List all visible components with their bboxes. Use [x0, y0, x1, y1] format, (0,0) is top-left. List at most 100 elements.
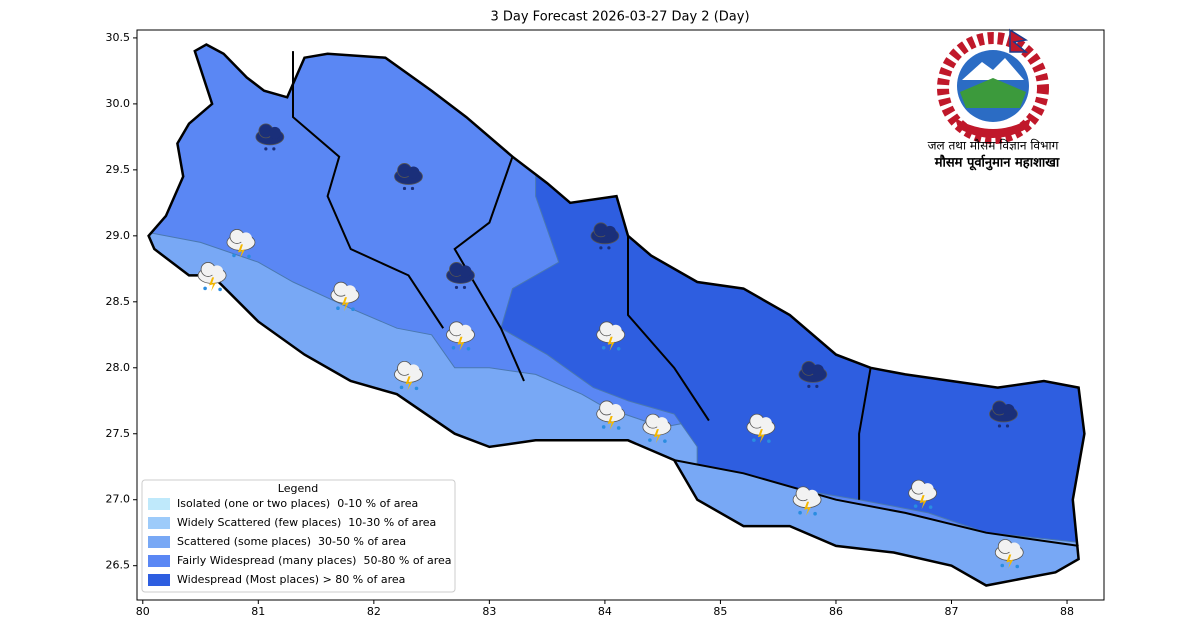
y-tick-label: 29.0 — [106, 229, 131, 242]
snow — [264, 147, 268, 151]
snow-icon — [394, 163, 423, 191]
thunder-rain-icon — [596, 400, 626, 430]
snow — [997, 424, 1002, 428]
snow-icon — [989, 400, 1018, 428]
snow-icon — [798, 360, 828, 388]
cloud — [806, 489, 819, 502]
drop — [414, 386, 419, 391]
cloud — [268, 126, 281, 139]
x-tick-label: 84 — [598, 605, 612, 618]
drop — [232, 253, 236, 258]
emblem: जल तथा मौसम विज्ञान विभाग मौसम पूर्वानुम… — [928, 28, 1060, 171]
snow-icon — [255, 123, 285, 151]
bolt — [919, 495, 927, 510]
province-border — [627, 235, 710, 422]
bolt — [757, 429, 765, 444]
cloud — [759, 417, 772, 430]
legend-label: Widespread (Most places) > 80 % of area — [177, 573, 405, 586]
y-tick-label: 30.5 — [106, 31, 131, 44]
drop — [928, 505, 933, 509]
y-tick-label: 26.5 — [106, 559, 131, 572]
y-tick-label: 30.0 — [106, 97, 131, 110]
bolt — [209, 277, 217, 292]
bolt — [607, 336, 615, 351]
emblem-flag — [1009, 28, 1029, 53]
emblem-mountain — [962, 58, 1024, 80]
drop — [218, 287, 222, 292]
emblem-flowers — [937, 32, 1049, 144]
cloud — [459, 324, 472, 337]
drop — [203, 286, 207, 291]
thunder-rain-icon — [792, 486, 822, 516]
x-tick-label: 81 — [251, 605, 265, 618]
bolt — [457, 336, 465, 351]
snow — [815, 384, 819, 388]
drop — [913, 504, 918, 508]
snow — [807, 384, 811, 388]
drop — [798, 510, 802, 515]
thunder-rain-icon — [596, 321, 626, 351]
snow — [272, 147, 276, 151]
y-tick-label: 28.5 — [106, 295, 131, 308]
cloud — [609, 403, 622, 416]
drop — [351, 307, 355, 312]
legend-swatch — [148, 555, 170, 567]
drop — [601, 345, 606, 350]
cloud — [1002, 403, 1015, 416]
emblem-line1: जल तथा मौसम विज्ञान विभाग — [928, 139, 1059, 153]
legend-box — [141, 479, 456, 593]
thunder-rain-icon — [994, 539, 1024, 569]
y-tick-label: 28.0 — [106, 361, 131, 374]
drop — [663, 439, 667, 443]
thunder-rain-icon — [330, 281, 360, 312]
snow — [402, 186, 407, 191]
drop — [1015, 564, 1020, 569]
drop — [616, 426, 621, 430]
x-tick-label: 85 — [713, 605, 727, 618]
legend: Legend Isolated (one or two places) 0-10… — [141, 479, 456, 593]
legend-swatch — [148, 517, 170, 529]
legend-swatch — [148, 536, 170, 548]
cloud — [1008, 542, 1021, 555]
thunder-rain-icon — [226, 229, 256, 259]
cloud — [211, 265, 224, 278]
bolt — [405, 376, 413, 391]
cloud — [343, 285, 356, 298]
thunder-rain-icon — [746, 413, 776, 444]
drop — [451, 345, 456, 350]
x-tick-label: 86 — [829, 605, 843, 618]
snow — [1005, 424, 1010, 428]
x-tick-label: 83 — [482, 605, 496, 618]
x-tick-label: 88 — [1060, 605, 1074, 618]
snow-icon — [590, 222, 620, 250]
province-border — [858, 367, 872, 500]
cloud — [655, 417, 668, 430]
cloud — [609, 324, 622, 337]
drop — [399, 385, 404, 390]
y-tick-label: 29.5 — [106, 163, 131, 176]
cloud — [811, 364, 824, 377]
y-tick-label: 27.0 — [106, 493, 131, 506]
thunder-rain-icon — [642, 413, 672, 444]
drop — [767, 439, 771, 443]
cloud — [459, 265, 472, 278]
legend-label: Scattered (some places) 30-50 % of area — [177, 535, 406, 548]
snow-icon — [446, 262, 475, 290]
thunder-rain-icon — [197, 262, 227, 292]
province-border — [674, 459, 1079, 547]
x-tick-label: 82 — [367, 605, 381, 618]
drop — [336, 306, 340, 311]
drop — [648, 438, 652, 442]
thunder-rain-icon — [394, 360, 423, 391]
bolt — [1006, 554, 1014, 569]
drop — [1000, 563, 1005, 568]
snow — [462, 285, 467, 290]
bolt — [607, 415, 615, 430]
x-tick-label: 87 — [944, 605, 958, 618]
plot-frame — [136, 29, 1105, 601]
thunder-rain-icon — [446, 321, 475, 351]
legend-swatch — [148, 498, 170, 510]
emblem-line2: मौसम पूर्वानुमान महाशाखा — [934, 155, 1060, 171]
drop — [813, 511, 817, 516]
